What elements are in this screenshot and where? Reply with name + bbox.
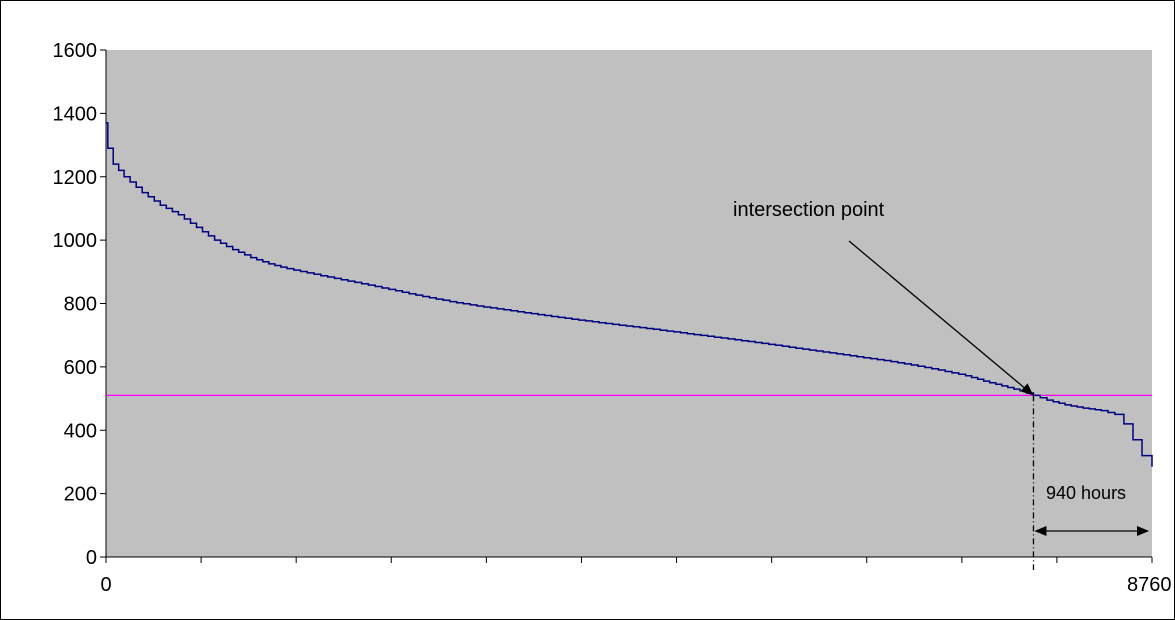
y-tick-label: 600 bbox=[64, 357, 97, 379]
y-tick-label: 200 bbox=[64, 484, 97, 506]
y-tick-label: 1000 bbox=[53, 230, 98, 252]
load-duration-curve bbox=[106, 122, 1153, 467]
x-axis: 0 8760 bbox=[100, 556, 1172, 596]
annotation-layer: intersection point 940 hours bbox=[733, 199, 1149, 570]
y-tick-label: 1400 bbox=[53, 103, 98, 125]
intersection-pointer-line bbox=[848, 240, 1034, 396]
y-axis: 0 200 400 600 800 1000 1200 1400 1600 bbox=[53, 40, 107, 569]
y-tick-label: 800 bbox=[64, 294, 97, 316]
intersection-point-label: intersection point bbox=[733, 199, 885, 221]
plot-area bbox=[106, 50, 1152, 557]
x-tick-label: 8760 bbox=[1127, 574, 1172, 596]
intersection-arrowhead bbox=[1020, 383, 1034, 396]
duration-arrowhead-left bbox=[1034, 526, 1047, 536]
x-tick-label: 0 bbox=[100, 574, 111, 596]
y-tick-label: 1200 bbox=[53, 167, 98, 189]
duration-arrowhead-right bbox=[1137, 526, 1149, 536]
series-layer bbox=[106, 122, 1153, 467]
y-tick-label: 400 bbox=[64, 420, 97, 442]
duration-label: 940 hours bbox=[1046, 483, 1126, 503]
y-tick-label: 1600 bbox=[53, 40, 98, 62]
y-tick-label: 0 bbox=[86, 547, 97, 569]
